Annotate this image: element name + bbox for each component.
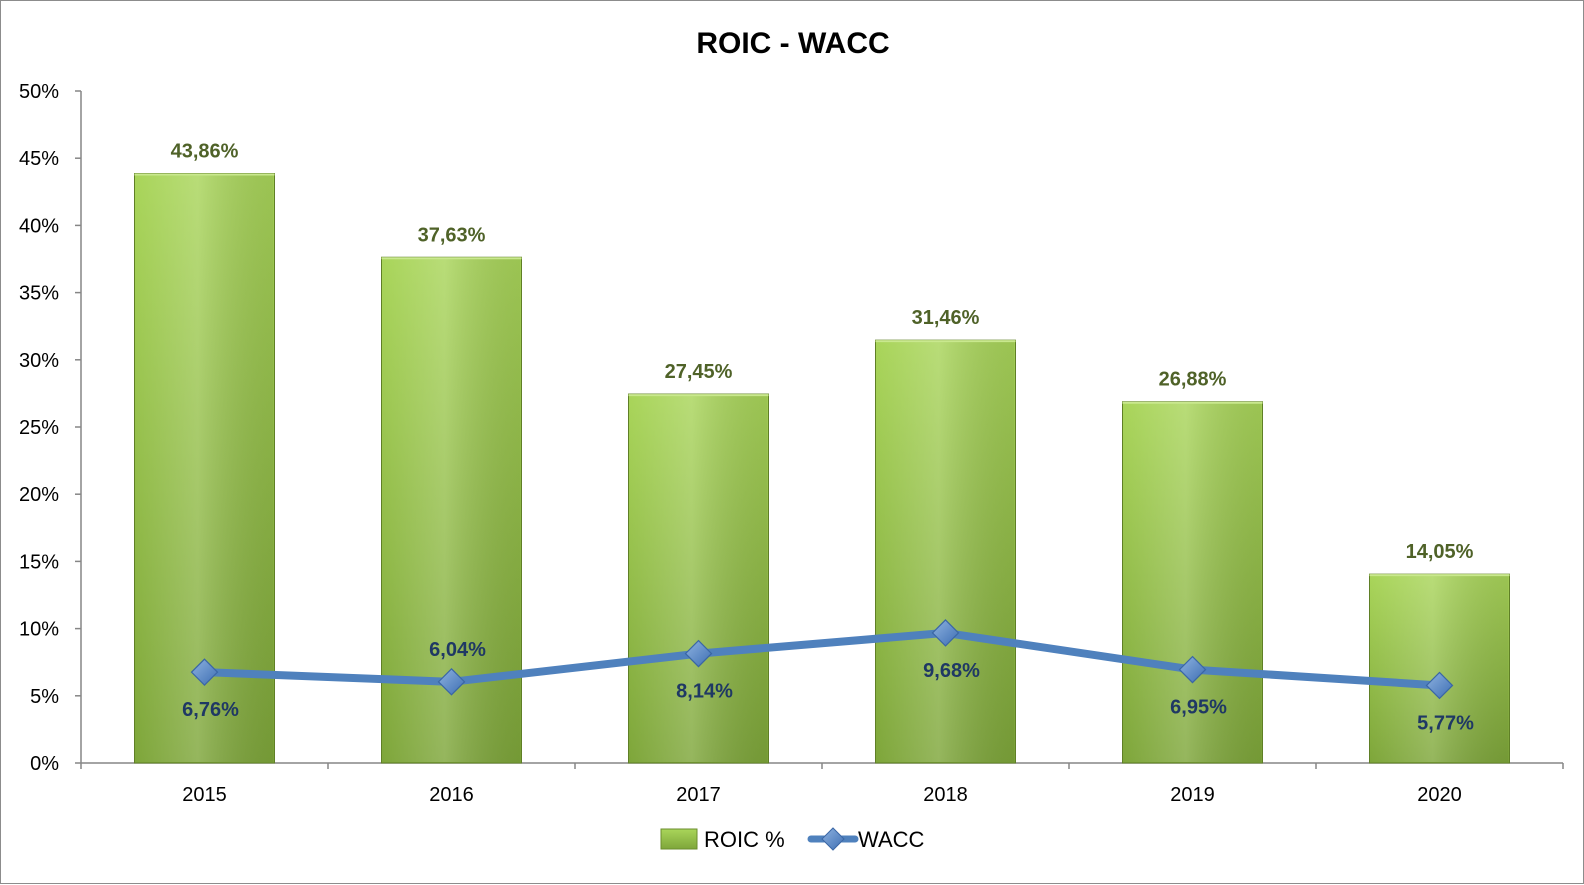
wacc-line [200,628,1444,690]
legend-label-wacc: WACC [858,827,925,852]
wacc-line-series [190,619,1454,700]
x-tick-label: 2017 [676,784,721,806]
wacc-point [1178,655,1207,684]
y-tick-label: 20% [19,484,59,506]
wacc-point [931,619,960,647]
wacc-data-label: 6,95% [1170,697,1227,719]
wacc-data-label: 6,76% [182,699,239,721]
roic-data-label: 27,45% [665,361,733,383]
y-tick-label: 30% [19,350,59,372]
roic-data-label: 26,88% [1159,369,1227,391]
y-tick-label: 10% [19,619,59,641]
wacc-point [1425,671,1454,700]
wacc-point [684,639,713,668]
roic-bar-highlight [629,395,768,762]
x-axis: 2015 2016 2017 2018 2019 2020 [80,762,1564,806]
x-tick-label: 2020 [1417,784,1462,806]
legend: ROIC % WACC [660,827,925,852]
y-tick-label: 50% [19,81,59,103]
wacc-point [437,667,466,696]
y-tick-label: 0% [30,753,59,775]
y-tick-label: 40% [19,215,59,237]
roic-data-label: 31,46% [912,307,980,329]
roic-data-label: 37,63% [418,224,486,246]
wacc-data-label: 6,04% [429,639,486,661]
roic-bar-highlight [876,341,1015,762]
wacc-data-labels: 6,76% 6,04% 8,14% 9,68% 6,95% 5,77% [182,639,1474,735]
legend-label-roic: ROIC % [704,827,785,852]
roic-bar-highlight [1123,402,1262,762]
legend-diamond-wacc [821,827,845,851]
y-tick-label: 35% [19,283,59,305]
y-tick-label: 25% [19,417,59,439]
y-tick-label: 15% [19,551,59,573]
legend-swatch-roic [660,828,698,850]
wacc-data-label: 5,77% [1417,712,1474,734]
x-tick-label: 2016 [429,784,474,806]
y-axis: 0% 5% 10% 15% 20% 25% 30% 35% 40% 45% 50% [19,81,82,775]
x-tick-label: 2018 [923,784,968,806]
wacc-data-label: 9,68% [923,660,980,682]
x-tick-label: 2015 [182,784,227,806]
chart-title: ROIC - WACC [696,27,889,60]
y-tick-label: 45% [19,148,59,170]
wacc-data-label: 8,14% [676,681,733,703]
roic-data-labels: 43,86% 37,63% 27,45% 31,46% 26,88% 14,05% [171,141,1474,564]
y-tick-label: 5% [30,686,59,708]
roic-data-label: 14,05% [1406,541,1474,563]
roic-data-label: 43,86% [171,141,239,163]
wacc-point [190,658,219,686]
roic-bar-highlight [1370,575,1509,762]
x-tick-label: 2019 [1170,784,1215,806]
